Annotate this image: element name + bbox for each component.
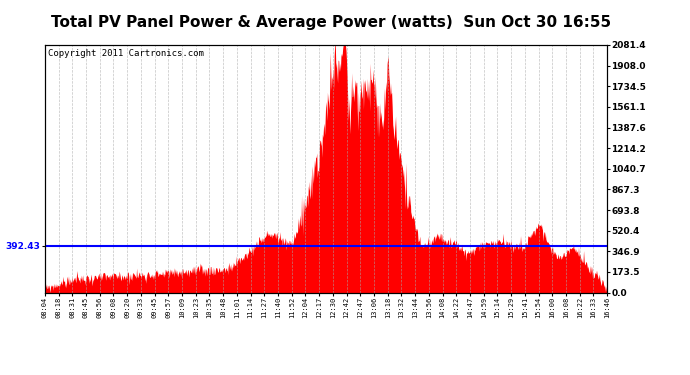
Text: Copyright 2011 Cartronics.com: Copyright 2011 Cartronics.com	[48, 49, 204, 58]
Text: Total PV Panel Power & Average Power (watts)  Sun Oct 30 16:55: Total PV Panel Power & Average Power (wa…	[51, 15, 611, 30]
